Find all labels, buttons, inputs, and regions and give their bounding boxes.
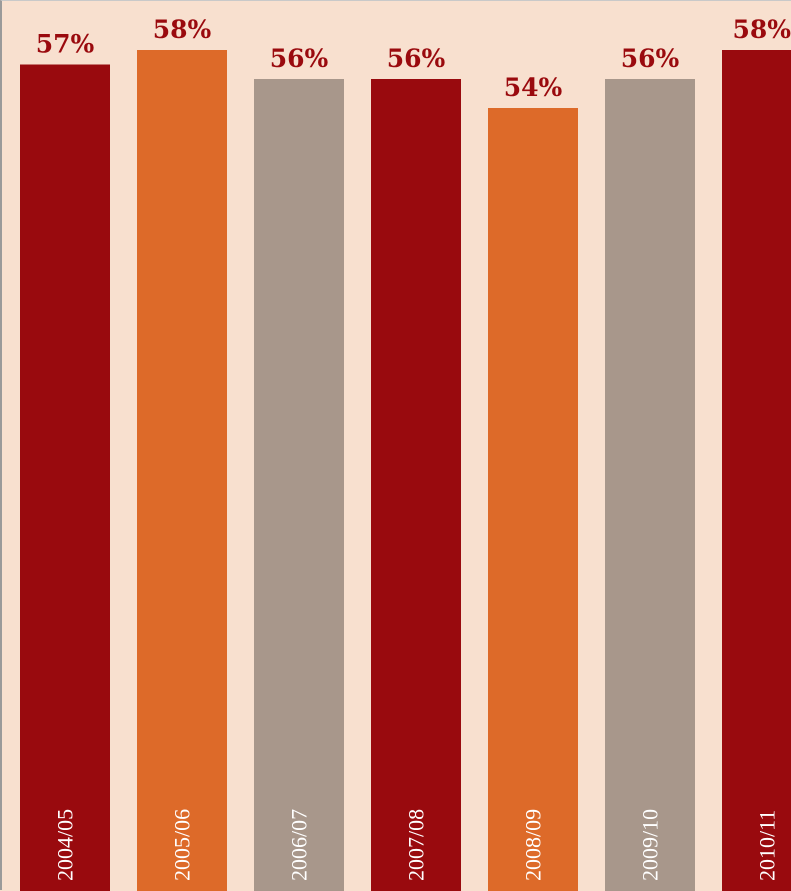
bar-2009-10	[605, 79, 695, 891]
bar-2010-11	[722, 50, 791, 891]
value-label: 56%	[621, 44, 680, 73]
bar-2006-07	[254, 79, 344, 891]
category-label: 2006/07	[287, 809, 312, 881]
value-label: 57%	[36, 30, 95, 59]
bar-2004-05	[20, 65, 110, 891]
value-label: 58%	[153, 15, 212, 44]
value-label: 56%	[387, 44, 446, 73]
category-label: 2004/05	[53, 809, 78, 881]
category-label: 2009/10	[638, 809, 663, 881]
category-label: 2005/06	[170, 809, 195, 881]
category-label: 2010/11	[755, 810, 780, 881]
bar-2008-09	[488, 108, 578, 891]
category-label: 2008/09	[521, 809, 546, 881]
value-label: 58%	[732, 15, 791, 44]
value-label: 54%	[504, 73, 563, 102]
category-label: 2007/08	[404, 809, 429, 881]
value-label: 56%	[270, 44, 329, 73]
bar-2007-08	[371, 79, 461, 891]
bar-2005-06	[137, 50, 227, 891]
